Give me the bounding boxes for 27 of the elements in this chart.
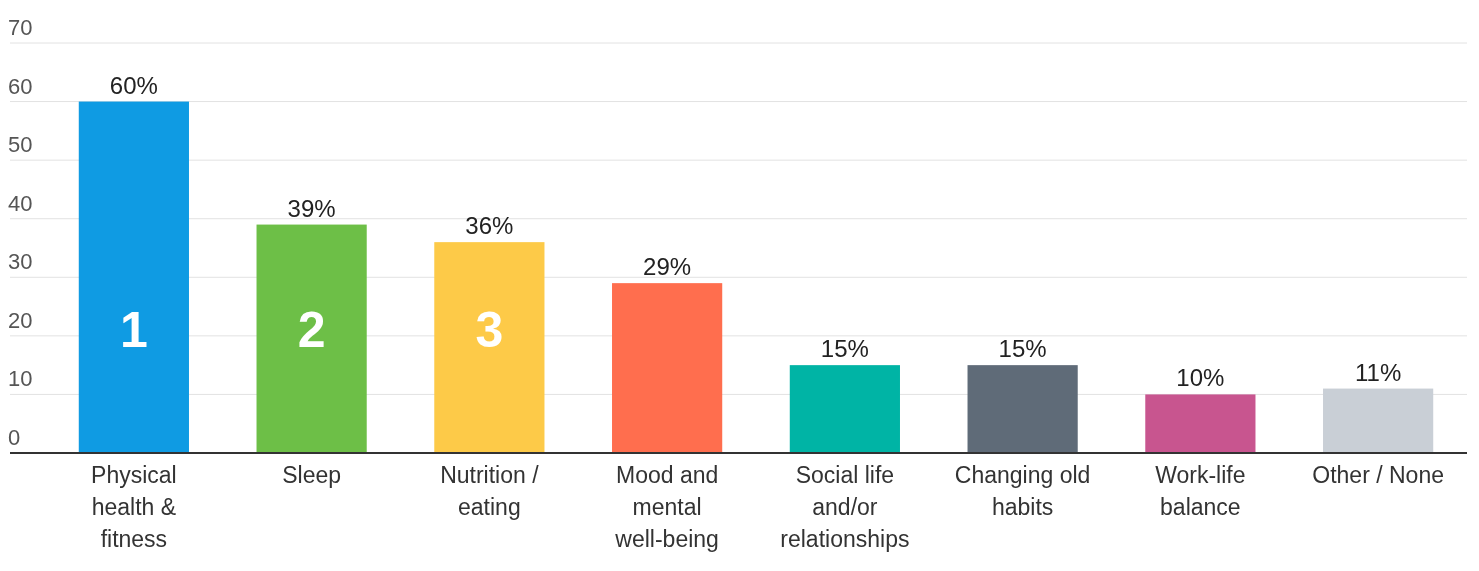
annotation: 2 bbox=[297, 302, 326, 359]
data-label: 15% bbox=[998, 335, 1047, 363]
y-tick-label: 60 bbox=[8, 73, 33, 99]
y-tick-label: 40 bbox=[8, 190, 33, 216]
data-label: 15% bbox=[820, 335, 869, 363]
x-tick-label: Sleep bbox=[282, 462, 342, 488]
x-tick-label: Physical health & fitness bbox=[91, 462, 177, 552]
x-tick-label: Changing old habits bbox=[954, 462, 1091, 520]
y-tick-label: 0 bbox=[8, 425, 21, 450]
y-tick-label: 30 bbox=[8, 249, 33, 275]
x-tick-label: Other / None bbox=[1312, 462, 1444, 488]
data-label: 10% bbox=[1176, 364, 1225, 392]
data-label: 39% bbox=[287, 194, 336, 222]
y-tick-label: 20 bbox=[8, 307, 33, 333]
annotation: 1 bbox=[119, 302, 148, 359]
x-tick-label: Social life and/or relationships bbox=[780, 462, 910, 552]
annotation: 3 bbox=[475, 302, 504, 359]
data-label: 29% bbox=[643, 253, 692, 281]
y-tick-label: 70 bbox=[8, 15, 33, 40]
data-label: 36% bbox=[465, 212, 514, 240]
x-tick-label: Nutrition / eating bbox=[440, 462, 540, 520]
x-tick-label: Work-life balance bbox=[1155, 462, 1246, 520]
x-tick-label: Mood and mental well-being bbox=[614, 462, 719, 552]
data-label: 60% bbox=[109, 71, 158, 99]
y-tick-label: 10 bbox=[8, 366, 33, 392]
y-tick-label: 50 bbox=[8, 132, 33, 158]
data-label: 11% bbox=[1354, 358, 1402, 386]
